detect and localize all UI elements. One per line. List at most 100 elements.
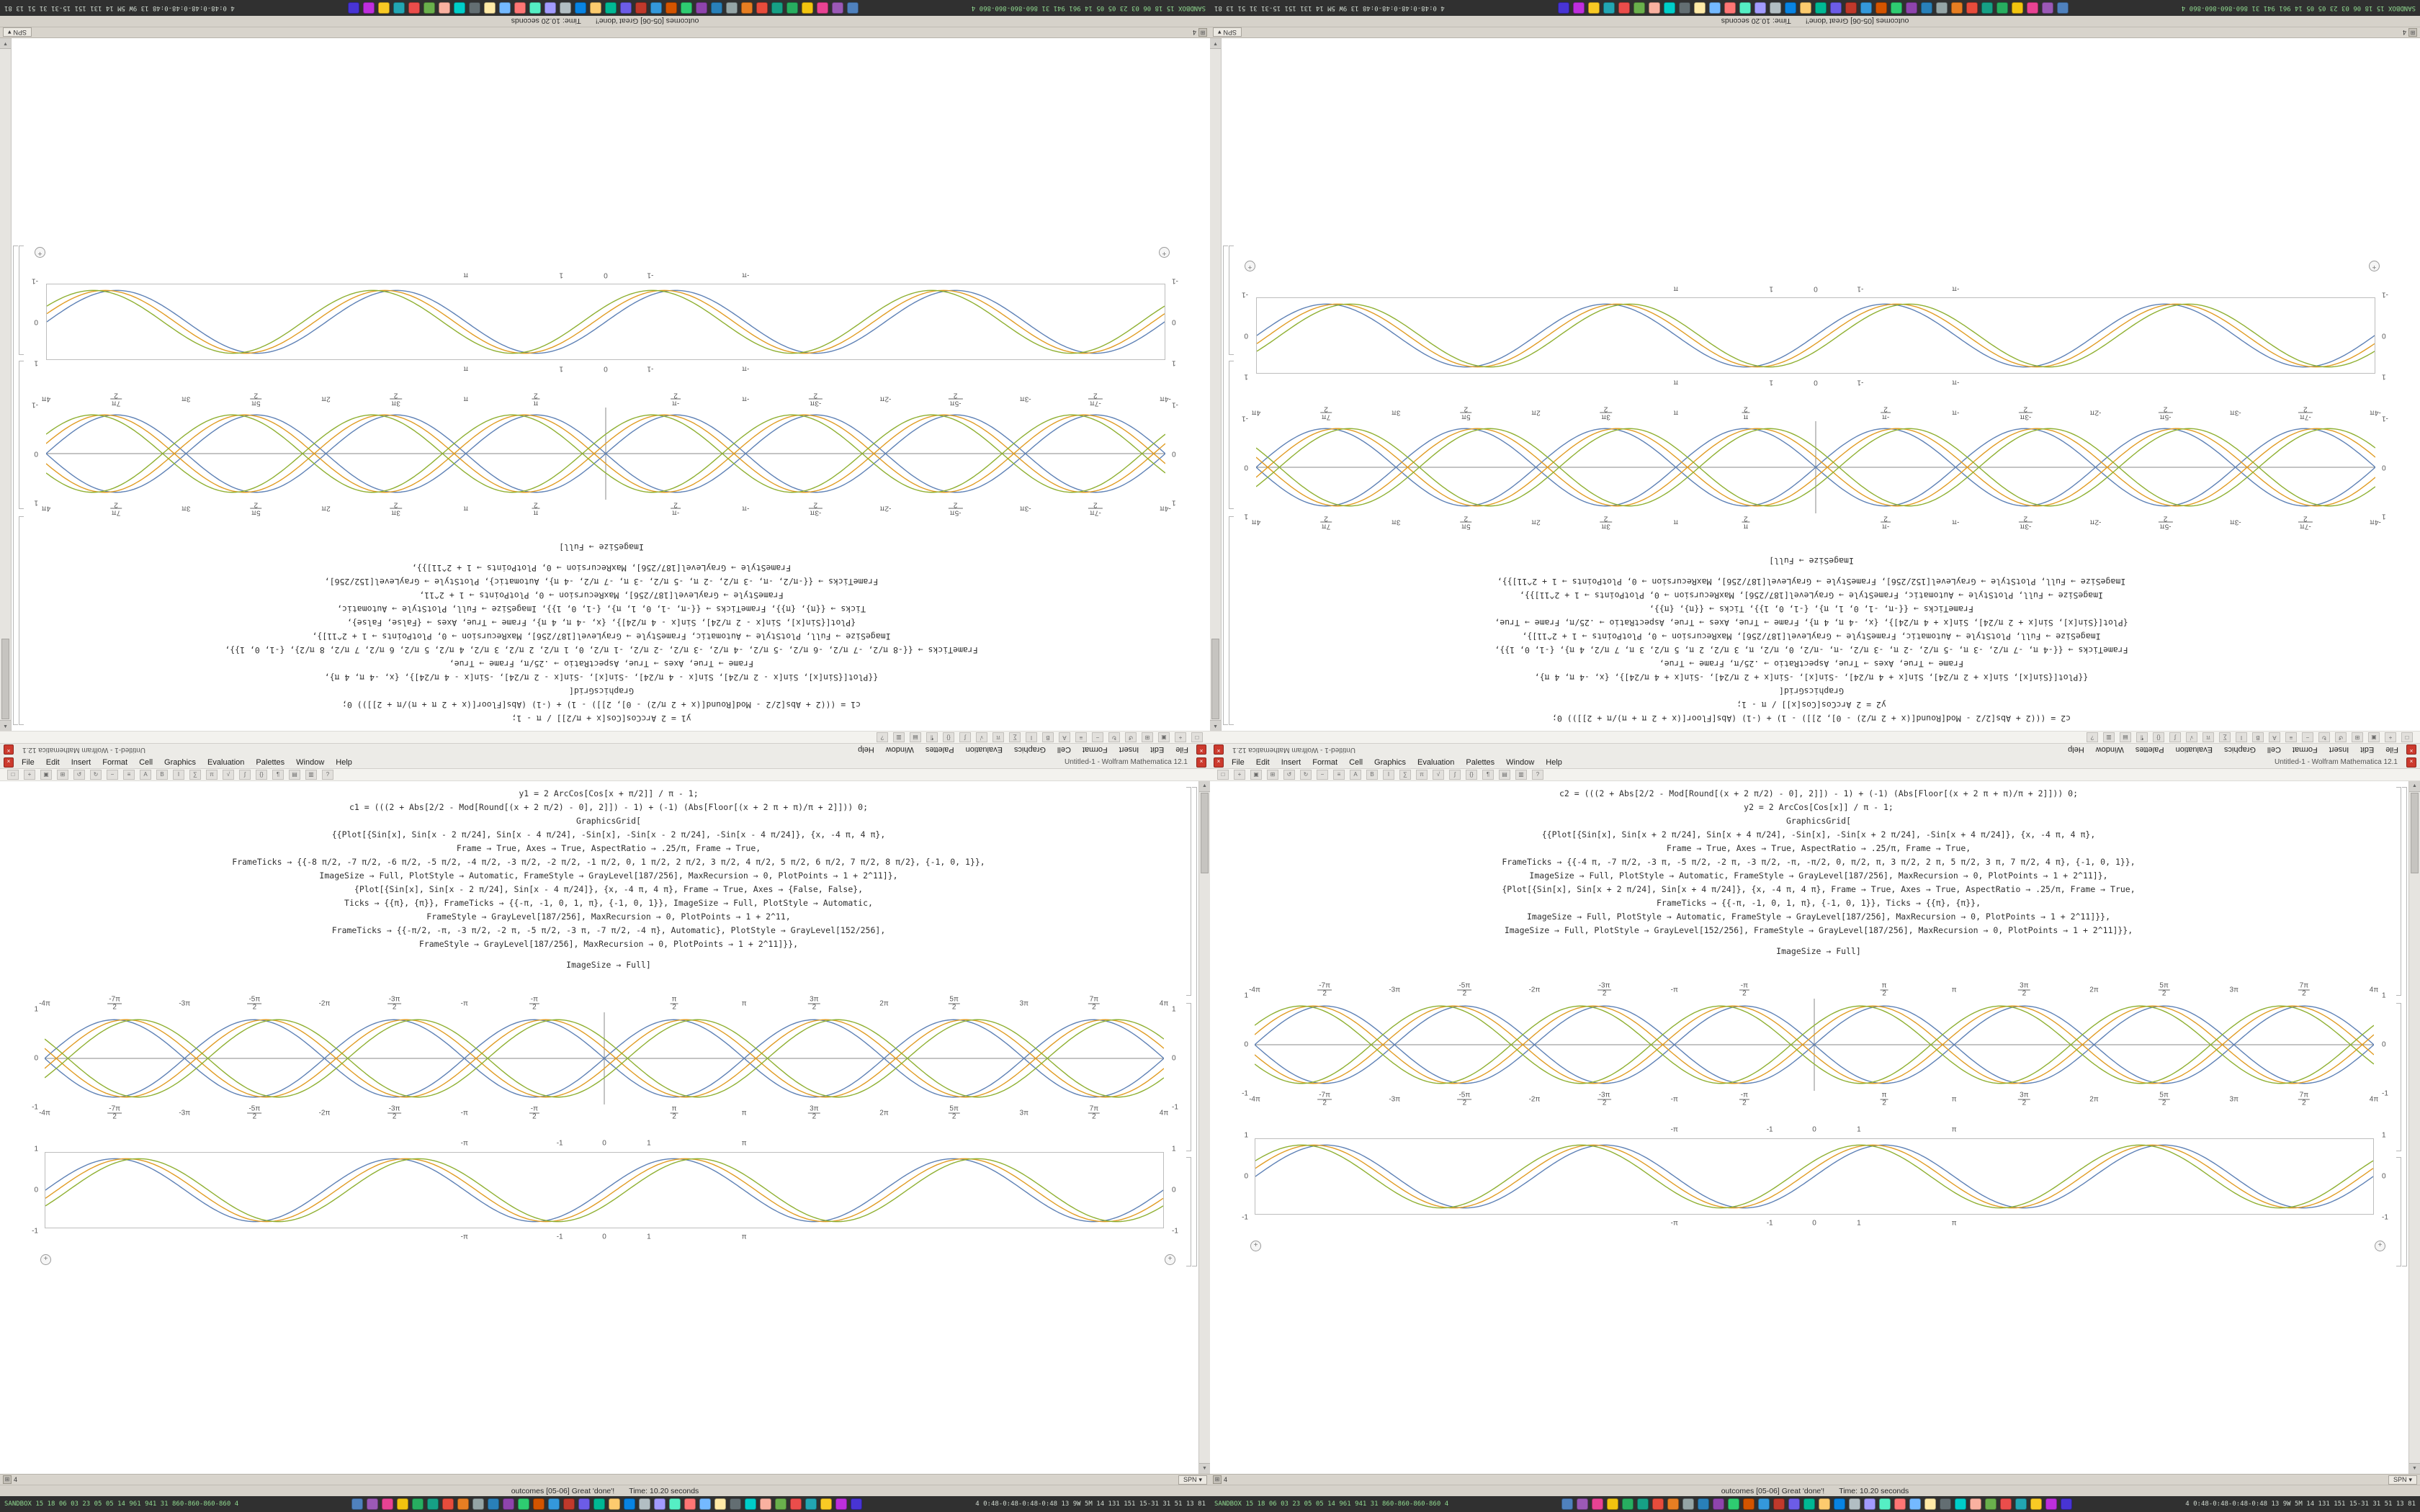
insert-cell-plus-icon[interactable] [40, 1254, 51, 1265]
app-icon[interactable] [1633, 2, 1645, 14]
code-line[interactable]: ImageSize → Full, PlotStyle → Automatic,… [1522, 631, 2101, 642]
app-icon[interactable] [1724, 2, 1736, 14]
menu-item[interactable]: File [1232, 757, 1245, 767]
toolbar-icon[interactable]: □ [1217, 770, 1229, 780]
close-icon[interactable] [2406, 757, 2416, 768]
menu-item[interactable]: Palettes [925, 745, 954, 755]
input-cell[interactable]: y1 = 2 ArcCos[Cos[x + π/2]] / π - 1; c1 =… [40, 787, 1177, 951]
toolbar-icon[interactable]: π [1416, 770, 1428, 780]
code-line[interactable]: y2 = 2 ArcCos[Cos[x]] / π - 1; [1744, 802, 1894, 812]
toolbar-icon[interactable]: + [1234, 770, 1245, 780]
app-icon[interactable] [1713, 1498, 1725, 1510]
app-icon[interactable] [438, 2, 450, 14]
app-icon[interactable] [699, 1498, 712, 1510]
scrollbar[interactable] [2408, 781, 2420, 1474]
app-icon[interactable] [382, 1498, 394, 1510]
app-icon[interactable] [786, 2, 798, 14]
app-icon[interactable] [730, 1498, 742, 1510]
menu-item[interactable]: Window [2095, 745, 2124, 755]
app-icon[interactable] [514, 2, 526, 14]
app-icon[interactable] [2045, 1498, 2058, 1510]
scroll-up-icon[interactable] [1210, 720, 1221, 731]
menu-item[interactable]: Help [1546, 757, 1562, 767]
app-icon[interactable] [548, 1498, 560, 1510]
app-icon[interactable] [635, 2, 647, 14]
app-icon[interactable] [397, 1498, 409, 1510]
cell-bracket[interactable] [1186, 1157, 1191, 1266]
close-icon[interactable] [1196, 757, 1206, 768]
code-line[interactable]: Ticks → {{π}, {π}}, FrameTicks → {{-π, -… [337, 604, 866, 614]
app-icon[interactable] [1879, 1498, 1891, 1510]
menu-item[interactable]: Edit [1255, 757, 1270, 767]
toolbar-icon[interactable]: + [1175, 732, 1186, 742]
app-icon[interactable] [578, 1498, 591, 1510]
app-icon[interactable] [1728, 1498, 1740, 1510]
menu-item[interactable]: Graphics [164, 757, 197, 767]
menu-item[interactable]: File [1175, 745, 1188, 755]
insert-cell-plus-icon[interactable] [1159, 247, 1170, 258]
app-icon[interactable] [1875, 2, 1887, 14]
menu-item[interactable]: Evaluation [2175, 745, 2213, 755]
toolbar-icon[interactable]: ▥ [893, 732, 905, 742]
input-cell[interactable]: c2 = (((2 + Abs[2/2 - Mod[Round[(x + 2 π… [1243, 575, 2380, 725]
app-icon[interactable] [1788, 1498, 1801, 1510]
code-line[interactable]: FrameTicks → {{-π/2, -π, -3 π/2, -2 π, -… [331, 925, 886, 935]
app-icon[interactable] [1966, 2, 1978, 14]
code-line[interactable]: GraphicsGrid[ [575, 816, 641, 826]
code-line[interactable]: Ticks → {{π}, {π}}, FrameTicks → {{-π, -… [344, 898, 873, 908]
code-line[interactable]: Frame → True, Axes → True, AspectRatio →… [1659, 659, 1964, 669]
toolbar-icon[interactable]: B [2252, 732, 2264, 742]
toolbar-icon[interactable]: ∑ [1009, 732, 1021, 742]
app-icon[interactable] [472, 1498, 485, 1510]
toolbar-icon[interactable]: ▣ [1250, 770, 1262, 780]
app-icon[interactable] [1834, 1498, 1846, 1510]
code-line[interactable]: FrameStyle → GrayLevel[187/256], MaxRecu… [418, 939, 799, 949]
toolbar-icon[interactable]: ¶ [926, 732, 938, 742]
toolbar-icon[interactable]: I [2236, 732, 2247, 742]
code-line[interactable]: ImageSize → Full, PlotStyle → Automatic,… [1529, 870, 2108, 881]
cell-bracket[interactable] [2396, 1157, 2401, 1266]
toolbar-icon[interactable]: ▣ [40, 770, 52, 780]
code-line[interactable]: ImageSize → Full] [1776, 946, 1861, 956]
app-icon[interactable] [1557, 2, 1569, 14]
toolbar-icon[interactable]: ▤ [910, 732, 921, 742]
app-icon[interactable] [347, 2, 359, 14]
app-icon[interactable] [851, 1498, 863, 1510]
app-icon[interactable] [1981, 2, 1993, 14]
app-icon[interactable] [1920, 2, 1932, 14]
grid-icon[interactable] [3, 1475, 12, 1484]
toolbar-icon[interactable]: A [2269, 732, 2280, 742]
toolbar-icon[interactable]: ↻ [1300, 770, 1312, 780]
app-icon[interactable] [488, 1498, 500, 1510]
toolbar-icon[interactable]: ? [877, 732, 888, 742]
menu-item[interactable]: Format [1082, 745, 1108, 755]
code-line[interactable]: ImageSize → Full] [559, 542, 644, 552]
code-line[interactable]: GraphicsGrid[ [1779, 686, 1845, 696]
code-line[interactable]: {{Plot[{Sin[x], Sin[x + 2 π/24], Sin[x +… [1534, 672, 2089, 683]
scroll-up-icon[interactable] [2409, 781, 2420, 792]
toolbar-icon[interactable]: ▤ [2120, 732, 2131, 742]
app-icon[interactable] [790, 1498, 802, 1510]
menu-item[interactable]: Window [296, 757, 325, 767]
app-icon[interactable] [695, 2, 707, 14]
app-icon[interactable] [589, 2, 601, 14]
toolbar-icon[interactable]: ¶ [272, 770, 284, 780]
app-icon[interactable] [1940, 1498, 1952, 1510]
app-icon[interactable] [1572, 2, 1585, 14]
app-icon[interactable] [1803, 1498, 1816, 1510]
app-icon[interactable] [710, 2, 722, 14]
toolbar-icon[interactable]: ⊞ [2352, 732, 2363, 742]
toolbar-icon[interactable]: π [206, 770, 218, 780]
toolbar-icon[interactable]: B [156, 770, 168, 780]
toolbar-icon[interactable]: ? [1532, 770, 1543, 780]
app-icon[interactable] [498, 2, 511, 14]
app-icon[interactable] [593, 1498, 606, 1510]
scroll-up-icon[interactable] [1199, 781, 1210, 792]
code-line[interactable]: FrameTicks → {{-π, -1, 0, 1, π}, {-1, 0,… [1656, 898, 1981, 908]
notebook[interactable]: y1 = 2 ArcCos[Cos[x + π/2]] / π - 1; c1 =… [0, 38, 1210, 731]
menu-item[interactable]: Window [885, 745, 914, 755]
app-icon[interactable] [684, 1498, 696, 1510]
app-icon[interactable] [1561, 1498, 1574, 1510]
code-line[interactable]: ImageSize → Full] [566, 960, 651, 970]
menu-item[interactable]: Cell [1349, 757, 1363, 767]
